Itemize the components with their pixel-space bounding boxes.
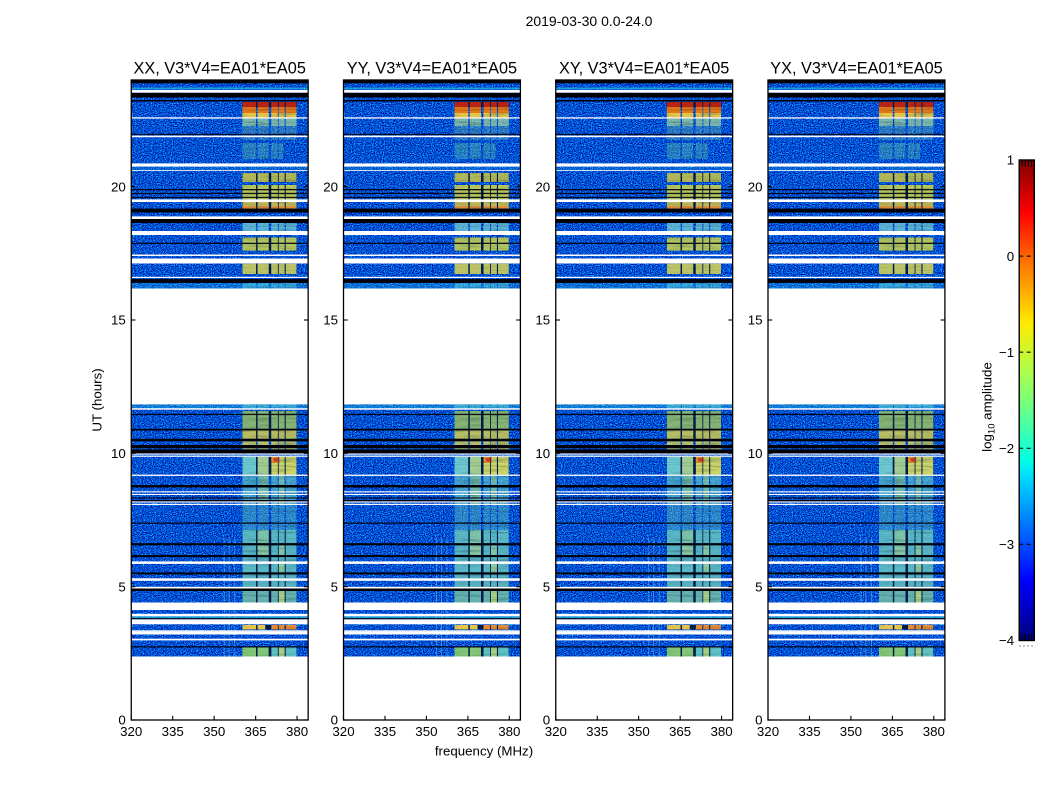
svg-text:5: 5 bbox=[543, 579, 550, 594]
svg-text:−4: −4 bbox=[999, 633, 1014, 648]
svg-text:365: 365 bbox=[881, 724, 903, 739]
svg-text:350: 350 bbox=[203, 724, 225, 739]
svg-text:UT (hours): UT (hours) bbox=[90, 368, 105, 431]
svg-text:380: 380 bbox=[923, 724, 945, 739]
svg-text:2019-03-30 0.0-24.0: 2019-03-30 0.0-24.0 bbox=[526, 13, 653, 29]
svg-text:335: 335 bbox=[798, 724, 820, 739]
svg-text:320: 320 bbox=[332, 724, 354, 739]
svg-text:0: 0 bbox=[755, 713, 762, 728]
svg-text:XY, V3*V4=EA01*EA05: XY, V3*V4=EA01*EA05 bbox=[559, 60, 729, 78]
svg-text:15: 15 bbox=[111, 313, 126, 328]
svg-text:20: 20 bbox=[748, 179, 763, 194]
svg-text:350: 350 bbox=[840, 724, 862, 739]
svg-text:10: 10 bbox=[748, 446, 763, 461]
svg-text:−2: −2 bbox=[999, 441, 1014, 456]
svg-text:5: 5 bbox=[118, 579, 125, 594]
svg-text:335: 335 bbox=[162, 724, 184, 739]
svg-text:0: 0 bbox=[1007, 249, 1014, 264]
svg-text:5: 5 bbox=[331, 579, 338, 594]
svg-text:380: 380 bbox=[498, 724, 520, 739]
svg-text:335: 335 bbox=[374, 724, 396, 739]
svg-text:5: 5 bbox=[755, 579, 762, 594]
svg-text:365: 365 bbox=[457, 724, 479, 739]
svg-text:10: 10 bbox=[111, 446, 126, 461]
svg-text:1: 1 bbox=[1007, 153, 1014, 168]
svg-text:15: 15 bbox=[535, 313, 550, 328]
svg-text:320: 320 bbox=[757, 724, 779, 739]
svg-text:335: 335 bbox=[586, 724, 608, 739]
svg-text:−3: −3 bbox=[999, 537, 1014, 552]
svg-text:350: 350 bbox=[415, 724, 437, 739]
svg-text:20: 20 bbox=[535, 179, 550, 194]
svg-text:YY, V3*V4=EA01*EA05: YY, V3*V4=EA01*EA05 bbox=[347, 60, 517, 78]
svg-text:365: 365 bbox=[245, 724, 267, 739]
svg-text:XX, V3*V4=EA01*EA05: XX, V3*V4=EA01*EA05 bbox=[133, 60, 305, 78]
svg-text:20: 20 bbox=[111, 179, 126, 194]
svg-text:380: 380 bbox=[286, 724, 308, 739]
svg-text:320: 320 bbox=[120, 724, 142, 739]
svg-text:320: 320 bbox=[545, 724, 567, 739]
svg-text:380: 380 bbox=[711, 724, 733, 739]
svg-text:20: 20 bbox=[323, 179, 338, 194]
svg-text:15: 15 bbox=[323, 313, 338, 328]
svg-text:0: 0 bbox=[543, 713, 550, 728]
svg-text:15: 15 bbox=[748, 313, 763, 328]
svg-text:0: 0 bbox=[118, 713, 125, 728]
svg-text:YX, V3*V4=EA01*EA05: YX, V3*V4=EA01*EA05 bbox=[770, 60, 942, 78]
svg-text:−1: −1 bbox=[999, 345, 1014, 360]
svg-text:10: 10 bbox=[323, 446, 338, 461]
svg-text:10: 10 bbox=[535, 446, 550, 461]
svg-text:frequency (MHz): frequency (MHz) bbox=[435, 744, 533, 759]
svg-text:350: 350 bbox=[628, 724, 650, 739]
svg-text:0: 0 bbox=[331, 713, 338, 728]
svg-text:365: 365 bbox=[669, 724, 691, 739]
